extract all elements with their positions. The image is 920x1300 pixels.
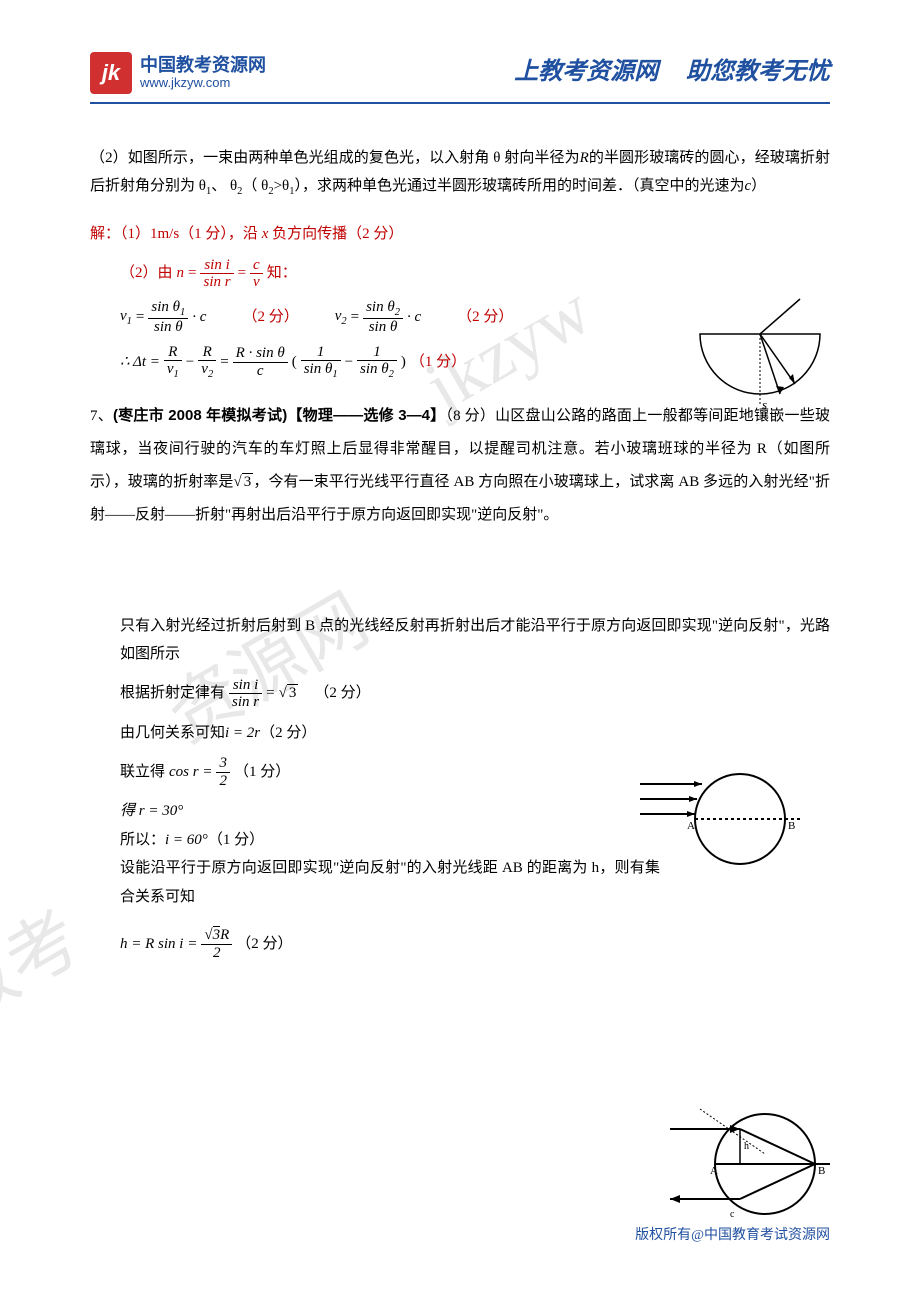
slogan-1: 上教考资源网 [514,59,658,85]
s7-line8: h = R sin i = √3R2 （2 分） [90,927,830,961]
svg-text:B: B [818,1165,825,1177]
logo-block: 中国教考资源网 www.jkzyw.com [90,52,266,94]
s6-line1: 解：（1）1m/s（1 分），沿 x 负方向传播（2 分） [90,220,830,249]
svg-text:B: B [788,820,795,832]
s7-line2: 根据折射定律有 sin isin r = 3 （2 分） [90,677,830,711]
s7-line3: 由几何关系可知i = 2r（2 分） [90,719,830,748]
logo-cn: 中国教考资源网 [140,56,266,76]
s6-line2: （2）由 n = sin isin r = cv 知： [90,257,830,291]
page-header: 中国教考资源网 www.jkzyw.com 上教考资源网 助您教考无忧 [90,50,830,104]
figure-circle-2: A B h c [670,1099,840,1240]
svg-text:s: s [762,397,767,412]
logo-icon [90,52,132,94]
svg-text:A: A [687,820,695,832]
footer: 版权所有@中国教育考试资源网 [635,1223,830,1250]
figure-semicircle: s [690,294,830,425]
s7-line1: 只有入射光经过折射后射到 B 点的光线经反射再折射出后才能沿平行于原方向返回即实… [90,612,830,669]
svg-text:h: h [744,1141,749,1152]
p6-text: （2）如图所示，一束由两种单色光组成的复色光，以入射角 θ 射向半径为R的半圆形… [90,144,830,202]
logo-en: www.jkzyw.com [140,76,266,90]
slogan-2: 助您教考无忧 [686,59,830,85]
figure-circle-1: A B [640,764,810,885]
svg-text:c: c [730,1209,735,1220]
content: （2）如图所示，一束由两种单色光组成的复色光，以入射角 θ 射向半径为R的半圆形… [90,144,830,962]
svg-text:A: A [710,1165,718,1177]
